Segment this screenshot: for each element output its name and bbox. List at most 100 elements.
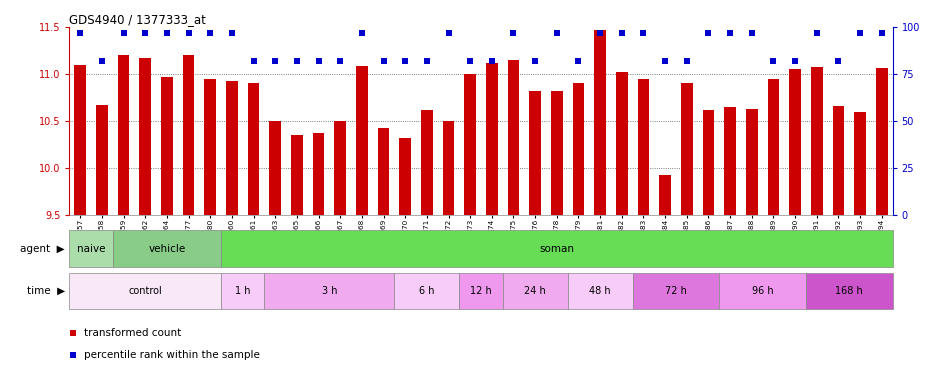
Bar — [269, 121, 281, 215]
Bar — [74, 65, 86, 215]
Point — [376, 58, 391, 64]
Bar — [113, 230, 221, 267]
Point — [766, 58, 781, 64]
Bar — [313, 133, 325, 215]
Text: GDS4940 / 1377333_at: GDS4940 / 1377333_at — [69, 13, 206, 26]
Bar — [508, 60, 520, 215]
Bar — [789, 69, 801, 215]
Bar — [161, 77, 173, 215]
Bar — [290, 135, 302, 215]
Bar — [568, 273, 633, 309]
Text: 48 h: 48 h — [589, 286, 611, 296]
Point — [441, 30, 456, 36]
Point — [831, 58, 845, 64]
Point — [94, 58, 109, 64]
Bar — [806, 273, 893, 309]
Bar — [69, 230, 113, 267]
Point — [462, 58, 477, 64]
Bar — [464, 74, 476, 215]
Bar — [356, 66, 368, 215]
Point — [311, 58, 326, 64]
Point — [159, 30, 174, 36]
Text: 24 h: 24 h — [524, 286, 546, 296]
Text: 3 h: 3 h — [322, 286, 337, 296]
Text: naive: naive — [77, 243, 105, 254]
Text: agent  ▶: agent ▶ — [20, 243, 65, 254]
Point — [511, 214, 525, 220]
Text: 6 h: 6 h — [419, 286, 435, 296]
Point — [614, 30, 629, 36]
Point — [745, 30, 759, 36]
Bar — [681, 83, 693, 215]
Text: time  ▶: time ▶ — [27, 286, 65, 296]
Point — [73, 30, 88, 36]
Bar — [768, 79, 780, 215]
Point — [788, 58, 803, 64]
Point — [290, 58, 304, 64]
Bar — [811, 67, 822, 215]
Point — [679, 58, 694, 64]
Bar — [226, 81, 238, 215]
Bar — [394, 273, 460, 309]
Bar — [140, 58, 151, 215]
Bar — [96, 105, 108, 215]
Point — [549, 30, 564, 36]
Point — [354, 30, 369, 36]
Point — [722, 30, 737, 36]
Bar — [486, 63, 498, 215]
Point — [419, 58, 434, 64]
Point — [701, 30, 716, 36]
Bar — [334, 121, 346, 215]
Bar — [265, 273, 394, 309]
Bar — [421, 110, 433, 215]
Bar — [551, 91, 562, 215]
Bar — [248, 83, 260, 215]
Bar — [221, 273, 265, 309]
Bar — [720, 273, 806, 309]
Point — [593, 30, 608, 36]
Bar — [69, 273, 221, 309]
Point — [203, 30, 217, 36]
Bar — [702, 110, 714, 215]
Bar — [660, 175, 672, 215]
Point — [874, 30, 889, 36]
Bar — [460, 273, 502, 309]
Point — [333, 58, 348, 64]
Text: control: control — [129, 286, 162, 296]
Bar — [573, 83, 585, 215]
Bar — [442, 121, 454, 215]
Point — [225, 30, 240, 36]
Bar — [616, 72, 628, 215]
Bar — [117, 55, 130, 215]
Point — [268, 58, 283, 64]
Point — [181, 30, 196, 36]
Point — [511, 14, 525, 20]
Point — [571, 58, 586, 64]
Text: vehicle: vehicle — [148, 243, 186, 254]
Bar — [377, 129, 389, 215]
Point — [506, 30, 521, 36]
Text: 96 h: 96 h — [752, 286, 773, 296]
Point — [636, 30, 651, 36]
Bar — [633, 273, 720, 309]
Bar — [594, 30, 606, 215]
Point — [853, 30, 868, 36]
Point — [398, 58, 413, 64]
Bar — [400, 138, 411, 215]
Text: 1 h: 1 h — [235, 286, 251, 296]
Bar — [221, 230, 893, 267]
Point — [117, 30, 131, 36]
Point — [246, 58, 261, 64]
Point — [658, 58, 672, 64]
Text: 12 h: 12 h — [470, 286, 492, 296]
Bar — [637, 79, 649, 215]
Point — [485, 58, 500, 64]
Text: soman: soman — [539, 243, 574, 254]
Point — [528, 58, 543, 64]
Text: percentile rank within the sample: percentile rank within the sample — [84, 350, 260, 360]
Text: 72 h: 72 h — [665, 286, 687, 296]
Bar — [724, 107, 736, 215]
Bar — [502, 273, 568, 309]
Bar — [182, 55, 194, 215]
Bar — [204, 79, 216, 215]
